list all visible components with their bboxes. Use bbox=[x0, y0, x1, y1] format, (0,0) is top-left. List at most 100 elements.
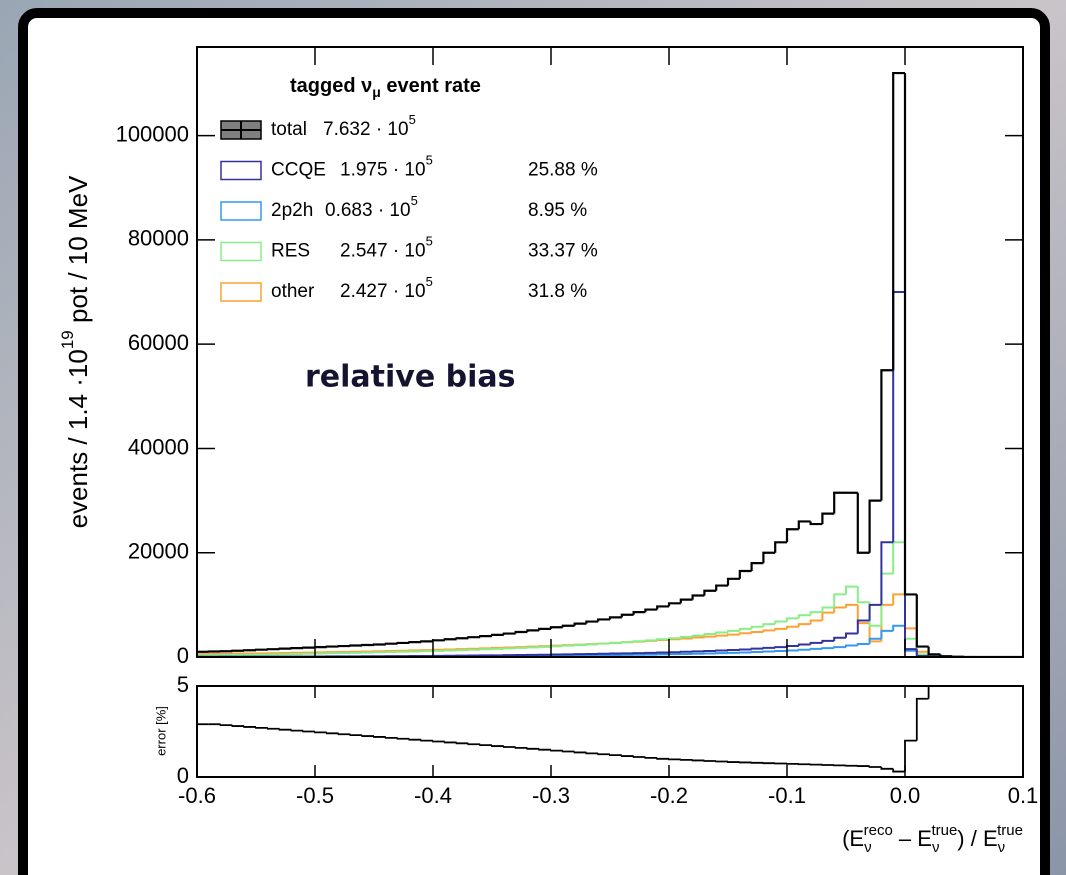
error-frame bbox=[196, 685, 1024, 778]
histogram-bin bbox=[656, 638, 669, 641]
legend-label: RES bbox=[271, 241, 310, 262]
histogram-bin bbox=[715, 584, 728, 591]
histogram-bin bbox=[431, 639, 445, 642]
x-axis-title-sub: ν bbox=[998, 839, 1006, 856]
histogram-bin bbox=[443, 741, 457, 744]
y-tick-label: 40000 bbox=[128, 434, 189, 459]
histogram-bin bbox=[892, 71, 905, 371]
legend-rate-sup: 5 bbox=[426, 274, 433, 289]
histogram-bin bbox=[892, 768, 905, 773]
x-axis-title-sup: true bbox=[931, 822, 957, 839]
histogram-bin bbox=[550, 645, 563, 648]
histogram-bin bbox=[774, 646, 787, 649]
histogram-bin bbox=[821, 639, 835, 643]
histogram-bin bbox=[644, 756, 658, 759]
histogram-bin bbox=[266, 648, 280, 651]
histogram-bin bbox=[597, 642, 610, 645]
y-axis-title-sup: 19 bbox=[58, 330, 77, 349]
legend-title-sub: μ bbox=[372, 84, 381, 100]
histogram-bin bbox=[845, 585, 858, 595]
legend-share: 31.8 % bbox=[528, 281, 587, 302]
histogram-bin bbox=[727, 633, 740, 636]
histogram-bin bbox=[715, 634, 728, 637]
histogram-bin bbox=[915, 697, 929, 741]
y-tick-label: 60000 bbox=[128, 330, 189, 355]
legend-rate: 0.683 · 105 bbox=[325, 193, 418, 221]
histogram-bin bbox=[479, 744, 492, 747]
legend-rate-part: 1.975 · 10 bbox=[340, 160, 426, 181]
histogram-bin bbox=[797, 623, 811, 627]
histogram-bin bbox=[573, 622, 587, 626]
histogram-bin bbox=[656, 757, 669, 760]
histogram-bin bbox=[668, 638, 681, 641]
histogram-bin bbox=[786, 649, 799, 652]
histogram-bin bbox=[491, 745, 504, 747]
histogram-bin bbox=[797, 520, 811, 530]
x-tick-label: -0.1 bbox=[768, 783, 806, 808]
histogram-bin bbox=[845, 644, 858, 648]
histogram-bin bbox=[880, 629, 894, 639]
histogram-bin bbox=[455, 742, 469, 745]
histogram-bin bbox=[679, 637, 693, 640]
histogram-bin bbox=[337, 733, 351, 736]
x-axis-title-sub: ν bbox=[932, 839, 940, 856]
legend-rate-part: 2.427 · 10 bbox=[340, 281, 426, 302]
histogram-bin bbox=[420, 640, 433, 643]
x-tick-label: 0.0 bbox=[890, 783, 921, 808]
histogram-bin bbox=[927, 646, 941, 656]
histogram-bin bbox=[254, 648, 268, 651]
histogram-bin bbox=[644, 608, 658, 613]
legend-label: total bbox=[271, 119, 307, 140]
x-axis-title-part: ) / E bbox=[957, 826, 997, 851]
histogram-bin bbox=[597, 753, 610, 756]
histogram-bin bbox=[727, 648, 740, 651]
histogram-bin bbox=[561, 624, 575, 628]
histogram-bin bbox=[278, 647, 292, 650]
histogram-bin bbox=[809, 611, 823, 616]
main-frame bbox=[196, 46, 1024, 658]
error-y-tick-label: 0 bbox=[177, 763, 189, 788]
error-axis-title: error [%] bbox=[153, 706, 168, 756]
histogram-bin bbox=[479, 635, 492, 638]
histogram-bin bbox=[797, 614, 811, 619]
histogram-bin bbox=[809, 619, 823, 625]
histogram-bin bbox=[774, 620, 787, 625]
legend-label: 2p2h bbox=[271, 200, 313, 221]
histogram-bin bbox=[821, 512, 835, 525]
histogram-bin bbox=[620, 755, 634, 757]
histogram-bin bbox=[325, 645, 339, 648]
histogram-bin bbox=[290, 647, 304, 650]
histogram-bin bbox=[526, 629, 540, 632]
histogram-bin bbox=[549, 626, 563, 629]
histogram-bin bbox=[868, 499, 882, 553]
legend-swatch bbox=[220, 201, 262, 221]
histogram-bin bbox=[443, 638, 457, 641]
x-tick-label: -0.3 bbox=[532, 783, 570, 808]
histogram-bin bbox=[691, 594, 705, 600]
x-axis-title-part: – E bbox=[893, 826, 932, 851]
histogram-bin bbox=[727, 629, 740, 633]
histogram-bin bbox=[915, 649, 929, 657]
histogram-bin bbox=[833, 593, 846, 608]
histogram-bin bbox=[703, 589, 717, 596]
histogram-bin bbox=[762, 551, 776, 564]
histogram-bin bbox=[880, 369, 894, 501]
histogram-bin bbox=[856, 492, 870, 554]
histogram-bin bbox=[786, 645, 799, 648]
histogram-bin bbox=[243, 649, 256, 652]
histogram-bin bbox=[420, 739, 433, 742]
histogram-bin bbox=[573, 644, 587, 647]
legend-title-part: event rate bbox=[381, 75, 481, 97]
histogram-bin bbox=[373, 736, 386, 738]
histogram-bin bbox=[632, 611, 646, 615]
error-y-tick-label: 5 bbox=[177, 672, 189, 697]
histogram-bin bbox=[774, 541, 787, 553]
histogram-bin bbox=[715, 760, 728, 763]
histogram-bin bbox=[538, 748, 551, 751]
histogram-bin bbox=[538, 627, 551, 631]
histogram-bin bbox=[608, 616, 622, 620]
histogram-bin bbox=[703, 635, 717, 638]
histogram-bin bbox=[609, 641, 622, 644]
x-tick-label: -0.6 bbox=[178, 783, 216, 808]
